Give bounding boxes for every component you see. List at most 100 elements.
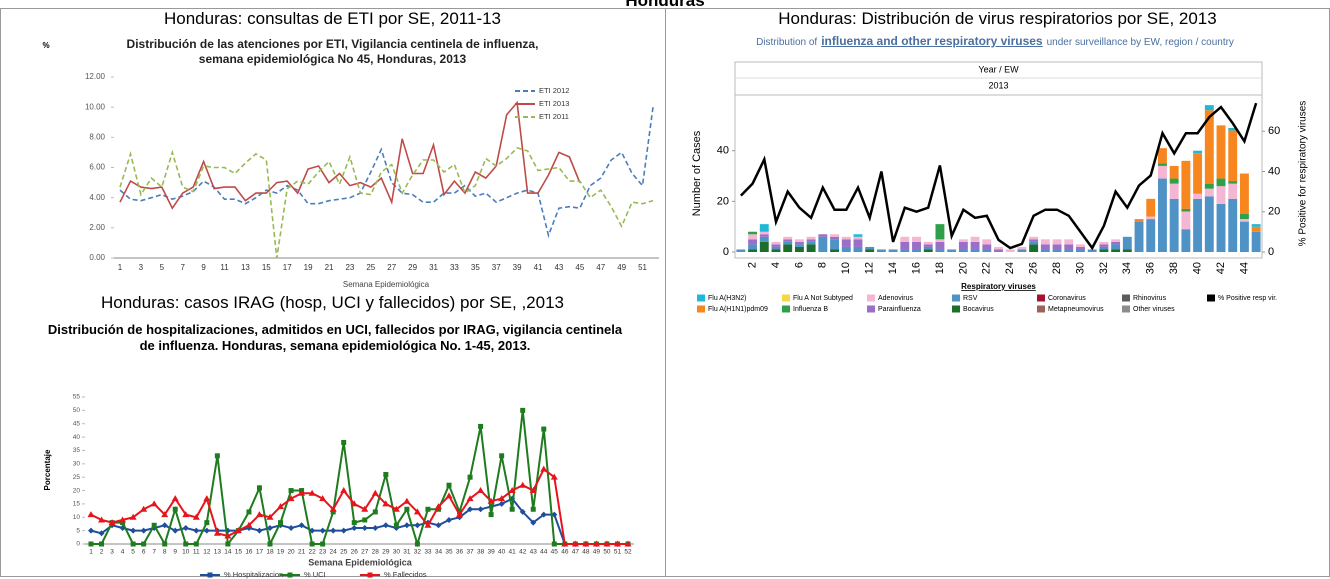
bar-segment — [806, 241, 816, 245]
marker — [540, 465, 548, 472]
bar-segment — [1099, 244, 1109, 247]
bar-segment — [1087, 249, 1097, 252]
x-tick-label: 48 — [582, 549, 590, 556]
bar-segment — [1228, 181, 1238, 184]
x-tick-label: 21 — [298, 549, 306, 556]
series-line — [90, 467, 628, 545]
bar-segment — [1181, 208, 1191, 212]
marker — [141, 541, 147, 547]
y-tick-label: 50 — [73, 407, 81, 414]
x-tick-label: 42 — [519, 549, 527, 556]
x-tick-label: 19 — [277, 549, 285, 556]
marker — [182, 511, 190, 518]
legend-swatch — [1122, 305, 1130, 313]
y-tick-label: 40 — [73, 434, 81, 441]
bar-segment — [1099, 241, 1109, 245]
bar-segment — [759, 234, 769, 237]
marker — [582, 540, 590, 547]
marker — [319, 527, 326, 534]
bar-segment — [1216, 125, 1226, 179]
x-tick-label: 37 — [492, 263, 501, 272]
bar-segment — [1052, 249, 1062, 252]
bar-segment — [1146, 219, 1156, 252]
marker — [561, 540, 569, 547]
bar-segment — [853, 236, 863, 240]
marker — [372, 509, 378, 515]
bar-segment — [748, 249, 758, 252]
marker — [172, 527, 179, 534]
marker — [245, 521, 253, 528]
legend-swatch — [1037, 294, 1045, 302]
bar-segment — [923, 244, 933, 247]
marker — [393, 522, 399, 528]
marker — [204, 520, 210, 526]
legend-label: Flu A(H3N2) — [708, 295, 747, 302]
bar-segment — [958, 249, 968, 252]
x-tick-label: 20 — [287, 549, 295, 556]
header-label: Year / EW — [978, 64, 1019, 74]
bar-segment — [1029, 241, 1039, 245]
bar-segment — [830, 249, 839, 252]
bar-segment — [1204, 196, 1214, 252]
bar-segment — [1005, 249, 1015, 252]
bar-segment — [923, 249, 933, 252]
bar-segment — [958, 241, 968, 250]
marker — [498, 495, 506, 502]
y-tick-label: 2.00 — [89, 223, 105, 232]
legend-label: ETI 2013 — [539, 99, 569, 108]
x-tick-label: 10 — [840, 262, 852, 274]
marker — [361, 524, 368, 531]
marker — [413, 508, 421, 515]
marker — [256, 485, 262, 491]
marker — [130, 527, 137, 534]
x-tick-label: 42 — [1215, 262, 1227, 274]
bar-segment — [1099, 246, 1109, 250]
marker — [88, 541, 94, 547]
legend-marker — [207, 572, 213, 578]
x-tick-label: 38 — [1168, 262, 1180, 274]
bar-segment — [994, 249, 1003, 252]
x-tick-label: 17 — [256, 549, 264, 556]
marker — [214, 453, 220, 459]
bar-segment — [935, 239, 945, 242]
marker — [224, 532, 232, 539]
bar-segment — [1169, 165, 1179, 179]
x-tick-label: 40 — [1191, 262, 1203, 274]
bar-segment — [1216, 186, 1226, 204]
x-tick-label: 18 — [934, 262, 946, 274]
bar-segment — [1064, 239, 1074, 245]
x-tick-label: 8 — [817, 262, 829, 268]
x-tick-label: 35 — [445, 549, 453, 556]
bar-segment — [1064, 244, 1074, 250]
marker — [414, 522, 421, 529]
marker — [529, 487, 537, 494]
bar-segment — [783, 244, 793, 252]
x-tick-label: 10 — [182, 549, 190, 556]
bar-segment — [759, 231, 769, 235]
bar-segment — [771, 244, 781, 247]
marker — [550, 473, 558, 480]
marker — [478, 423, 484, 429]
y-tick-label: 20 — [717, 195, 729, 207]
x-tick-label: 29 — [408, 263, 417, 272]
bar-segment — [1158, 178, 1167, 252]
marker — [592, 540, 600, 547]
bar-segment — [748, 239, 758, 245]
y-axis-label: % — [42, 41, 49, 50]
marker — [519, 481, 527, 488]
legend-label: Other viruses — [1133, 306, 1175, 313]
x-tick-label: 5 — [160, 263, 165, 272]
marker — [161, 522, 168, 529]
y2-tick-label: 40 — [1268, 165, 1280, 177]
bar-segment — [1017, 246, 1027, 250]
x-tick-label: 18 — [266, 549, 274, 556]
y-tick-label: 0.00 — [89, 253, 105, 262]
bar-segment — [923, 241, 933, 245]
bar-segment — [970, 249, 980, 252]
marker — [140, 527, 147, 534]
marker — [403, 522, 410, 529]
marker — [255, 511, 263, 518]
subtitle-part: under surveillance by EW, region / count… — [1046, 37, 1234, 48]
marker — [467, 474, 473, 480]
